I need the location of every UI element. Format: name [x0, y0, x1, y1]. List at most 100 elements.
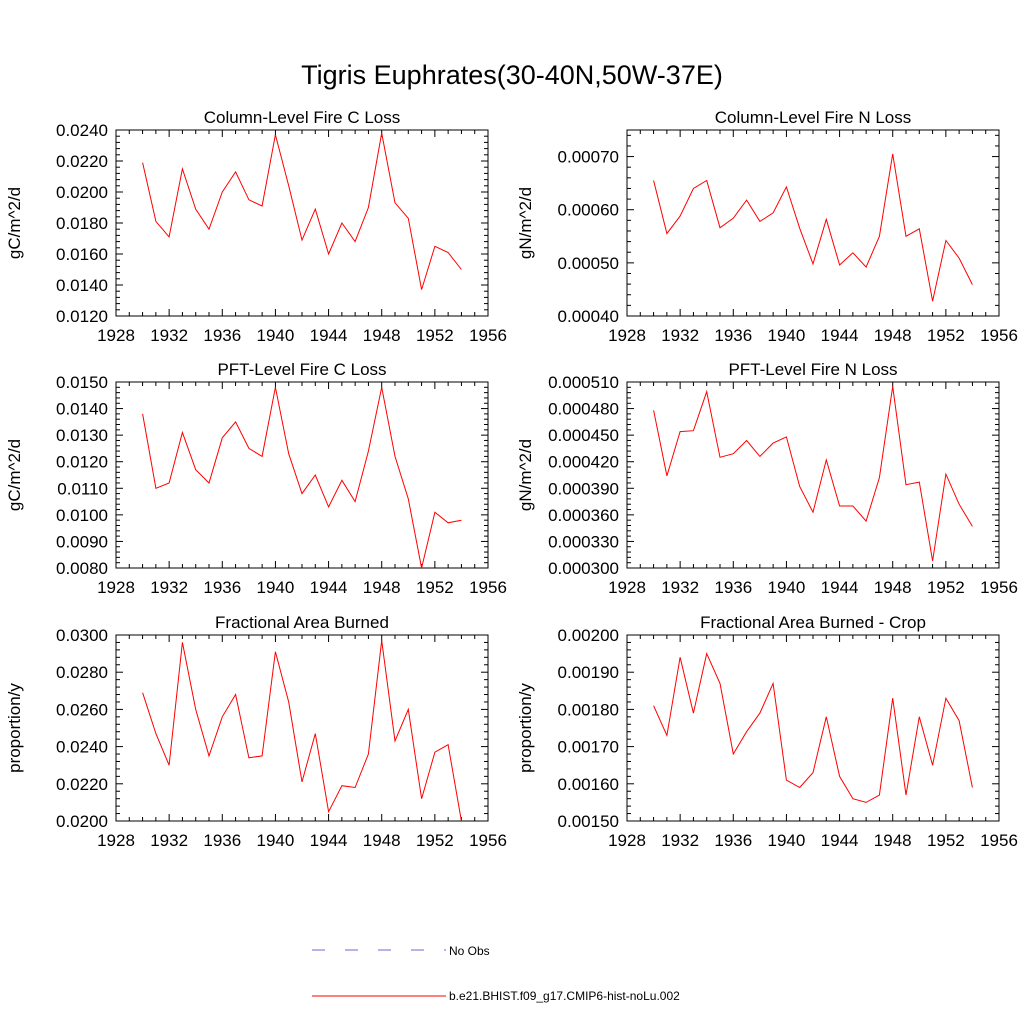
x-tick-label: 1940 — [257, 578, 295, 597]
panel-3: PFT-Level Fire N Loss gN/m^2/d 1928 1932 193… — [516, 360, 1018, 597]
x-tick-label: 1944 — [310, 326, 348, 345]
x-tick-label: 1936 — [203, 831, 241, 850]
x-tick-label: 1940 — [768, 326, 806, 345]
plot-frame — [115, 381, 489, 569]
x-tick-label: 1932 — [150, 831, 188, 850]
y-tick-label: 0.000330 — [548, 532, 619, 551]
y-tick-label: 0.00200 — [558, 626, 619, 645]
series-line-0 — [653, 153, 973, 302]
x-tick-label: 1936 — [714, 831, 752, 850]
x-tick-label: 1948 — [363, 831, 401, 850]
y-axis-label: gC/m^2/d — [5, 439, 24, 511]
x-tick-label: 1952 — [416, 578, 454, 597]
x-tick-label: 1940 — [257, 326, 295, 345]
y-tick-label: 0.0240 — [56, 121, 108, 140]
x-tick-label: 1936 — [714, 326, 752, 345]
series-line-0 — [653, 652, 973, 803]
y-tick-label: 0.00060 — [558, 201, 619, 220]
x-tick-label: 1932 — [150, 326, 188, 345]
x-tick-label: 1940 — [768, 578, 806, 597]
series-line-0 — [142, 133, 462, 290]
y-tick-label: 0.00180 — [558, 700, 619, 719]
x-tick-label: 1952 — [927, 578, 965, 597]
panel-1: Column-Level Fire N Loss gN/m^2/d 1928 1932… — [516, 108, 1018, 345]
x-tick-label: 1948 — [874, 326, 912, 345]
y-tick-label: 0.0120 — [56, 307, 108, 326]
y-tick-label: 0.0260 — [56, 700, 108, 719]
y-tick-label: 0.0220 — [56, 152, 108, 171]
series-line-0 — [653, 386, 973, 561]
x-tick-label: 1936 — [203, 578, 241, 597]
x-tick-label: 1928 — [608, 326, 646, 345]
panel-4: Fractional Area Burned proportion/y 1928 19… — [5, 613, 507, 850]
x-tick-label: 1932 — [661, 578, 699, 597]
panel-2: PFT-Level Fire C Loss gC/m^2/d 1928 1932 193… — [5, 360, 507, 597]
y-tick-label: 0.00150 — [558, 812, 619, 831]
y-tick-label: 0.0180 — [56, 214, 108, 233]
x-tick-label: 1952 — [927, 831, 965, 850]
y-tick-label: 0.0100 — [56, 506, 108, 525]
plot-frame — [115, 634, 489, 822]
x-tick-label: 1928 — [97, 578, 135, 597]
y-tick-label: 0.0200 — [56, 812, 108, 831]
y-axis-label: gC/m^2/d — [5, 187, 24, 259]
x-tick-label: 1948 — [363, 578, 401, 597]
x-tick-label: 1948 — [874, 578, 912, 597]
y-tick-label: 0.00050 — [558, 254, 619, 273]
y-axis-label: proportion/y — [516, 683, 535, 773]
y-tick-label: 0.000300 — [548, 559, 619, 578]
x-tick-label: 1944 — [821, 326, 859, 345]
y-tick-label: 0.00190 — [558, 663, 619, 682]
plot-frame — [626, 129, 1000, 317]
y-tick-label: 0.0160 — [56, 245, 108, 264]
y-axis-label: proportion/y — [5, 683, 24, 773]
panel-title: Fractional Area Burned - Crop — [700, 613, 926, 632]
figure-title: Tigris Euphrates(30-40N,50W-37E) — [301, 60, 723, 90]
series-line-0 — [142, 387, 462, 569]
x-tick-label: 1944 — [821, 578, 859, 597]
x-tick-label: 1956 — [469, 831, 507, 850]
y-tick-label: 0.0240 — [56, 738, 108, 757]
panel-title: PFT-Level Fire C Loss — [217, 360, 386, 379]
y-tick-label: 0.000390 — [548, 479, 619, 498]
y-tick-label: 0.0220 — [56, 775, 108, 794]
plot-frame — [626, 634, 1000, 822]
y-tick-label: 0.0200 — [56, 183, 108, 202]
x-tick-label: 1948 — [874, 831, 912, 850]
x-tick-label: 1928 — [608, 578, 646, 597]
x-tick-label: 1956 — [469, 326, 507, 345]
x-tick-label: 1940 — [257, 831, 295, 850]
y-axis-label: gN/m^2/d — [516, 439, 535, 511]
y-tick-label: 0.0130 — [56, 426, 108, 445]
x-tick-label: 1932 — [150, 578, 188, 597]
x-tick-label: 1932 — [661, 326, 699, 345]
panel-title: Column-Level Fire C Loss — [204, 108, 401, 127]
x-tick-label: 1928 — [97, 831, 135, 850]
panel-5: Fractional Area Burned - Crop proportion/… — [516, 613, 1018, 850]
x-tick-label: 1936 — [714, 578, 752, 597]
y-tick-label: 0.00070 — [558, 148, 619, 167]
panel-0: Column-Level Fire C Loss gC/m^2/d 1928 1932… — [5, 108, 507, 345]
y-tick-label: 0.0280 — [56, 663, 108, 682]
panel-title: PFT-Level Fire N Loss — [728, 360, 897, 379]
y-tick-label: 0.000360 — [548, 506, 619, 525]
y-tick-label: 0.000510 — [548, 373, 619, 392]
x-tick-label: 1944 — [821, 831, 859, 850]
y-tick-label: 0.00160 — [558, 775, 619, 794]
y-tick-label: 0.0120 — [56, 453, 108, 472]
x-tick-label: 1956 — [980, 578, 1018, 597]
y-tick-label: 0.0150 — [56, 373, 108, 392]
y-tick-label: 0.0140 — [56, 400, 108, 419]
x-tick-label: 1928 — [97, 326, 135, 345]
legend-label-model: b.e21.BHIST.f09_g17.CMIP6-hist-noLu.002 — [449, 989, 680, 1003]
y-tick-label: 0.0140 — [56, 276, 108, 295]
y-tick-label: 0.0090 — [56, 532, 108, 551]
x-tick-label: 1944 — [310, 831, 348, 850]
x-tick-label: 1928 — [608, 831, 646, 850]
y-tick-label: 0.00040 — [558, 307, 619, 326]
x-tick-label: 1956 — [980, 326, 1018, 345]
x-tick-label: 1932 — [661, 831, 699, 850]
legend-label-no-obs: No Obs — [449, 944, 490, 958]
